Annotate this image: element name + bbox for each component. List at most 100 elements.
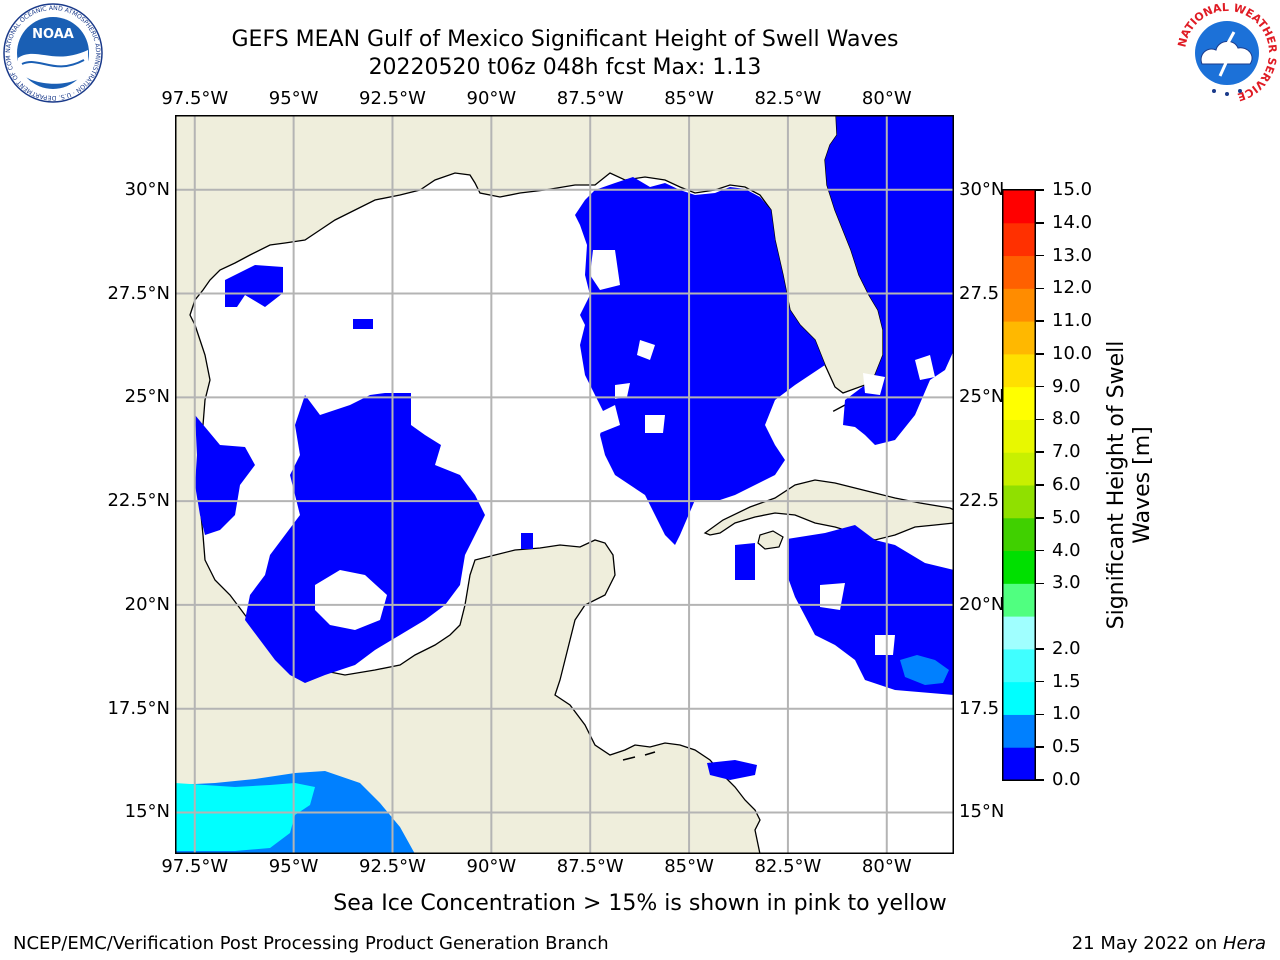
title-line-1: GEFS MEAN Gulf of Mexico Significant Hei… — [231, 27, 899, 52]
gulf-of-mexico-map — [175, 115, 954, 854]
land-isla-juventud — [757, 530, 784, 550]
footer-date-text: 21 May 2022 on — [1071, 933, 1223, 954]
lon-tick-bottom: 95°W — [268, 856, 319, 877]
colorbar-tick-mark — [1036, 648, 1044, 650]
lon-tick-top: 87.5°W — [556, 88, 624, 109]
gridlines — [175, 115, 954, 854]
lon-tick-bottom: 87.5°W — [556, 856, 624, 877]
colorbar-segment — [1003, 616, 1035, 650]
colorbar-tick-label: 12.0 — [1052, 277, 1093, 299]
lat-tick-right: 30°N — [959, 178, 1005, 200]
land-cuba — [703, 479, 954, 541]
swell-holes — [253, 250, 935, 655]
colorbar-segment — [1003, 321, 1035, 355]
colorbar-tick-mark — [1036, 320, 1044, 322]
colorbar-tick-mark — [1036, 549, 1044, 552]
colorbar-tick-mark — [1036, 418, 1044, 421]
colorbar-label: Significant Height of Swell Waves [m] — [1104, 335, 1156, 635]
colorbar — [1002, 189, 1036, 781]
sea-ice-note: Sea Ice Concentration > 15% is shown in … — [333, 891, 947, 916]
colorbar-tick-mark — [1036, 517, 1044, 519]
colorbar-tick-mark — [1036, 254, 1044, 257]
bay-islands — [622, 751, 656, 761]
lat-tick-right: 25°N — [959, 386, 1005, 408]
colorbar-tick-mark — [1036, 287, 1044, 290]
colorbar-tick-label: 4.0 — [1052, 539, 1081, 561]
lon-tick-bottom: 97.5°W — [161, 856, 229, 877]
footer-host: Hera — [1222, 933, 1266, 954]
colorbar-tick-label: 14.0 — [1052, 211, 1093, 233]
colorbar-segment — [1003, 222, 1035, 257]
colorbar-segment — [1003, 288, 1035, 322]
colorbar-segment — [1003, 714, 1035, 748]
colorbar-tick-mark — [1036, 680, 1044, 683]
colorbar-tick-label: 10.0 — [1052, 342, 1093, 364]
colorbar-tick-mark — [1036, 746, 1044, 748]
colorbar-tick-mark — [1036, 222, 1044, 224]
colorbar-tick-mark — [1036, 484, 1044, 486]
colorbar-tick-label: 8.0 — [1052, 408, 1081, 430]
lat-tick-left: 27.5°N — [107, 282, 170, 304]
lat-tick-left: 22.5°N — [107, 490, 170, 512]
colorbar-label-line-1: Significant Height of Swell — [1104, 340, 1129, 630]
colorbar-tick-label: 3.0 — [1052, 572, 1081, 594]
colorbar-tick-mark — [1036, 189, 1044, 191]
map-frame — [175, 115, 954, 854]
swell-shading-high — [175, 783, 315, 851]
lon-tick-top: 97.5°W — [161, 88, 229, 109]
lat-tick-left: 25°N — [124, 386, 170, 408]
colorbar-segment — [1003, 190, 1035, 224]
lat-tick-right: 20°N — [959, 593, 1005, 615]
lat-tick-right: 15°N — [959, 801, 1005, 823]
colorbar-segment — [1003, 517, 1035, 552]
noaa-wordmark: NOAA — [32, 27, 74, 42]
colorbar-tick-label: 6.0 — [1052, 474, 1081, 495]
colorbar-tick-label: 0.5 — [1052, 736, 1081, 758]
lat-tick-right: 22.5 — [959, 490, 1000, 512]
nws-logo: NATIONAL WEATHER SERVICE — [1176, 2, 1278, 104]
lon-tick-bottom: 85°W — [664, 856, 714, 877]
lon-tick-bottom: 90°W — [466, 856, 517, 877]
lon-tick-top: 92.5°W — [359, 88, 426, 109]
lon-tick-bottom: 82.5°W — [754, 856, 822, 877]
lon-tick-top: 85°W — [664, 88, 714, 109]
colorbar-segment — [1003, 550, 1035, 584]
colorbar-segment — [1003, 255, 1035, 289]
lon-tick-bottom: 92.5°W — [359, 856, 426, 877]
colorbar-segment — [1003, 681, 1035, 715]
colorbar-segment — [1003, 747, 1035, 781]
colorbar-label-line-2: Waves [m] — [1130, 426, 1155, 544]
colorbar-tick-label: 15.0 — [1052, 179, 1093, 200]
colorbar-tick-label: 1.0 — [1052, 703, 1081, 725]
colorbar-tick-mark — [1036, 451, 1044, 453]
colorbar-tick-mark — [1036, 713, 1044, 716]
colorbar-segment — [1003, 648, 1035, 683]
footer-branch: NCEP/EMC/Verification Post Processing Pr… — [13, 933, 609, 954]
lon-tick-bottom: 80°W — [861, 856, 912, 877]
colorbar-segment — [1003, 583, 1035, 617]
lon-tick-top: 80°W — [861, 88, 912, 109]
colorbar-segment — [1003, 452, 1035, 486]
lat-tick-left: 17.5°N — [107, 697, 170, 719]
colorbar-segment — [1003, 419, 1035, 453]
lat-tick-left: 15°N — [124, 801, 170, 823]
colorbar-tick-label: 0.0 — [1052, 769, 1081, 790]
lat-tick-left: 30°N — [124, 178, 170, 200]
colorbar-segment — [1003, 386, 1035, 420]
colorbar-frame — [1002, 189, 1036, 781]
colorbar-tick-label: 9.0 — [1052, 375, 1081, 397]
colorbar-tick-label: 7.0 — [1052, 441, 1081, 463]
colorbar-segment — [1003, 353, 1035, 388]
colorbar-tick-label: 1.5 — [1052, 670, 1081, 692]
lat-tick-right: 27.5 — [959, 282, 1000, 304]
colorbar-tick-mark — [1036, 353, 1044, 355]
colorbar-tick-label: 13.0 — [1052, 244, 1093, 266]
colorbar-tick-mark — [1036, 779, 1044, 781]
colorbar-tick-mark — [1036, 385, 1044, 388]
lat-tick-right: 17.5 — [959, 697, 1000, 719]
colorbar-tick-label: 2.0 — [1052, 637, 1081, 659]
lat-tick-left: 20°N — [124, 593, 170, 615]
colorbar-tick-label: 11.0 — [1052, 310, 1093, 332]
lon-tick-top: 95°W — [268, 88, 319, 109]
title-line-2: 20220520 t06z 048h fcst Max: 1.13 — [368, 55, 762, 80]
